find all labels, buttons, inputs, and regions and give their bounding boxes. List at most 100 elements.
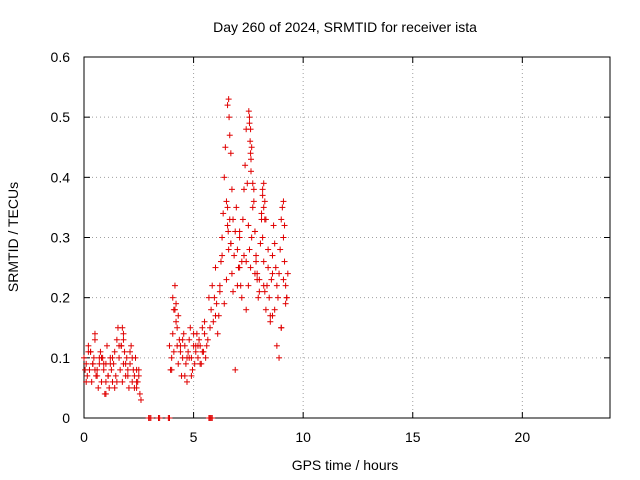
data-point	[224, 222, 231, 229]
data-point	[260, 282, 267, 289]
data-point	[246, 114, 253, 121]
data-point	[236, 228, 243, 235]
data-point	[107, 360, 114, 367]
data-point	[189, 366, 196, 373]
data-point	[236, 234, 243, 241]
data-point	[184, 378, 191, 385]
data-point	[175, 360, 182, 367]
data-point	[276, 270, 283, 277]
y-tick-label: 0.5	[51, 109, 71, 125]
data-point	[113, 378, 120, 385]
data-point	[122, 360, 129, 367]
data-point	[216, 288, 223, 295]
data-point	[245, 108, 252, 115]
data-point	[190, 330, 197, 337]
data-point	[245, 282, 252, 289]
data-point	[83, 360, 90, 367]
data-point	[246, 120, 253, 127]
data-point	[249, 204, 256, 211]
data-point	[91, 366, 98, 373]
data-point	[112, 372, 119, 379]
data-point	[204, 336, 211, 343]
data-point	[258, 210, 265, 217]
data-point	[168, 366, 175, 373]
data-point	[250, 198, 257, 205]
data-point	[225, 246, 232, 253]
data-point	[221, 300, 228, 307]
data-point	[224, 102, 231, 109]
y-tick-label: 0	[62, 410, 70, 426]
data-point	[228, 270, 235, 277]
data-point	[125, 384, 132, 391]
data-point	[88, 378, 95, 385]
data-point	[267, 318, 274, 325]
data-point	[124, 372, 131, 379]
data-point	[83, 378, 90, 385]
data-point	[131, 384, 138, 391]
data-point	[106, 384, 113, 391]
y-tick-label: 0.3	[51, 230, 71, 246]
data-point	[91, 336, 98, 343]
data-point	[84, 372, 91, 379]
data-point	[94, 372, 101, 379]
data-point	[175, 312, 182, 319]
data-point	[90, 354, 97, 361]
data-point	[250, 186, 257, 193]
data-point	[123, 354, 130, 361]
data-point	[174, 324, 181, 331]
x-axis-label: GPS time / hours	[292, 457, 399, 473]
data-point	[255, 294, 262, 301]
data-point	[100, 360, 107, 367]
data-point	[240, 252, 247, 259]
data-point	[279, 204, 286, 211]
data-point	[210, 318, 217, 325]
data-point	[247, 138, 254, 145]
grid-lines	[84, 57, 610, 418]
data-point	[180, 330, 187, 337]
data-point	[192, 348, 199, 355]
y-tick-label: 0.4	[51, 169, 71, 185]
data-point	[191, 360, 198, 367]
data-point	[119, 324, 126, 331]
data-point	[173, 318, 180, 325]
data-point	[271, 306, 278, 313]
data-point	[227, 240, 234, 247]
data-point	[197, 360, 204, 367]
data-point	[243, 258, 250, 265]
data-point	[169, 330, 176, 337]
data-point	[224, 204, 231, 211]
data-point	[248, 168, 255, 175]
data-point	[271, 240, 278, 247]
data-point	[82, 366, 89, 373]
data-point	[281, 222, 288, 229]
y-axis-label: SRMTID / TECUs	[5, 182, 21, 292]
data-point	[251, 270, 258, 277]
data-point	[119, 378, 126, 385]
data-point	[273, 282, 280, 289]
y-tick-label: 0.1	[51, 350, 71, 366]
data-point	[216, 282, 223, 289]
data-point	[217, 258, 224, 265]
data-point	[268, 276, 275, 283]
data-point	[108, 366, 115, 373]
data-point	[89, 360, 96, 367]
data-point	[257, 240, 264, 247]
data-point	[281, 258, 288, 265]
data-point	[199, 324, 206, 331]
data-point	[234, 282, 241, 289]
data-point	[102, 378, 109, 385]
data-point	[246, 246, 253, 253]
data-point	[135, 372, 142, 379]
data-point	[202, 354, 209, 361]
data-point	[256, 288, 263, 295]
data-point	[121, 348, 128, 355]
data-point	[230, 288, 237, 295]
data-point	[248, 156, 255, 163]
data-point	[128, 342, 135, 349]
data-point	[194, 342, 201, 349]
data-point	[118, 342, 125, 349]
data-point	[232, 366, 239, 373]
data-point	[273, 342, 280, 349]
data-point	[102, 390, 109, 397]
data-point	[171, 282, 178, 289]
